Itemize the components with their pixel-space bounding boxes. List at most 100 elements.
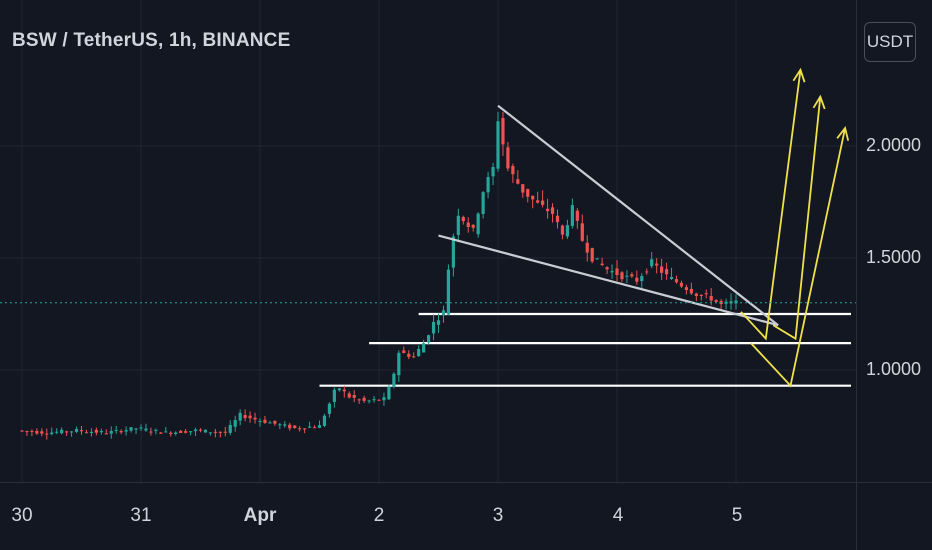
candle-body [268,422,272,424]
candle-body [40,431,44,434]
candle-body [164,431,168,433]
candle-body [273,420,277,424]
candle-body [99,431,103,433]
candle-body [89,431,94,433]
currency-unit-button[interactable]: USDT [864,22,916,62]
candle-body [303,428,307,430]
candle-body [694,293,698,296]
candle-body [65,431,69,433]
candle-body [288,424,292,429]
candle-body [550,207,555,214]
candle-body [94,429,98,433]
y-tick-label: 2.0000 [866,135,922,155]
candle-body [600,263,604,266]
candle-body [560,225,565,235]
candle-body [60,429,64,434]
candle-body [610,271,614,273]
candle-body [640,276,644,282]
candle-body [213,431,217,433]
candle-body [407,353,411,357]
candle-body [501,118,505,145]
x-tick-label: 4 [612,505,624,526]
x-tick-label: 5 [731,505,743,526]
candle-body [422,343,426,353]
candle-body [223,431,227,433]
candle-body [367,400,371,402]
candle-body [332,389,336,402]
candle-body [570,205,574,226]
candle-body [655,263,659,266]
candle-body [258,420,262,422]
candle-body [377,399,381,401]
candle-body [372,399,376,401]
candle-body [129,427,133,431]
candle-body [193,429,198,432]
candle-body [134,428,138,430]
candle-body [84,432,89,434]
candle-body [238,412,242,421]
candle-body [243,415,247,419]
candle-body [516,179,520,184]
candle-body [645,271,649,273]
candle-body [20,430,24,432]
candlestick-series [20,111,738,440]
candle-body [30,430,34,432]
candle-body [248,415,252,419]
x-tick-label: 30 [11,505,33,526]
candle-body [669,277,674,279]
candle-body [466,222,470,228]
candle-body [451,236,455,268]
candle-body [536,200,540,203]
candle-body [476,213,480,235]
candle-body [580,223,584,241]
candle-body [555,215,560,223]
y-tick-label: 1.0000 [866,359,922,379]
candle-body [298,428,302,430]
candle-body [595,258,599,260]
candle-body [625,275,629,277]
candle-body [139,427,143,429]
candle-body [545,208,550,212]
candle-body [114,429,118,431]
candle-body [397,352,401,376]
candle-body [312,427,317,429]
candle-body [184,431,188,433]
candle-body [481,192,485,214]
candle-body [446,269,451,315]
candle-body [45,433,49,435]
candle-body [660,266,664,273]
candle-body [149,431,153,433]
y-tick-label: 1.5000 [866,247,922,267]
candle-body [615,268,619,275]
candle-body [188,431,193,433]
candle-body [456,215,460,235]
candle-body [337,388,341,391]
candle-body [179,430,183,433]
candle-body [228,424,232,433]
candle-body [203,429,208,433]
price-axis-separator [856,0,857,550]
wedge-lower-line [438,234,779,327]
candle-body [689,288,693,294]
candle-body [69,431,74,433]
candle-body [159,432,163,434]
candle-body [352,395,356,398]
candle-body [357,399,361,401]
candle-body [436,320,441,325]
candle-body [169,432,173,435]
candle-body [417,349,421,357]
candle-body [461,216,465,222]
candle-body [531,195,535,200]
candle-body [198,429,203,431]
candle-body [734,300,738,304]
x-tick-label: 2 [373,505,385,526]
projection-arrow-path [750,127,846,388]
candle-body [590,247,594,262]
candle-body [322,415,327,426]
candle-body [307,426,312,428]
candle-body [263,419,267,423]
candle-body [154,429,158,431]
candle-body [119,431,123,433]
candle-body [174,432,178,435]
